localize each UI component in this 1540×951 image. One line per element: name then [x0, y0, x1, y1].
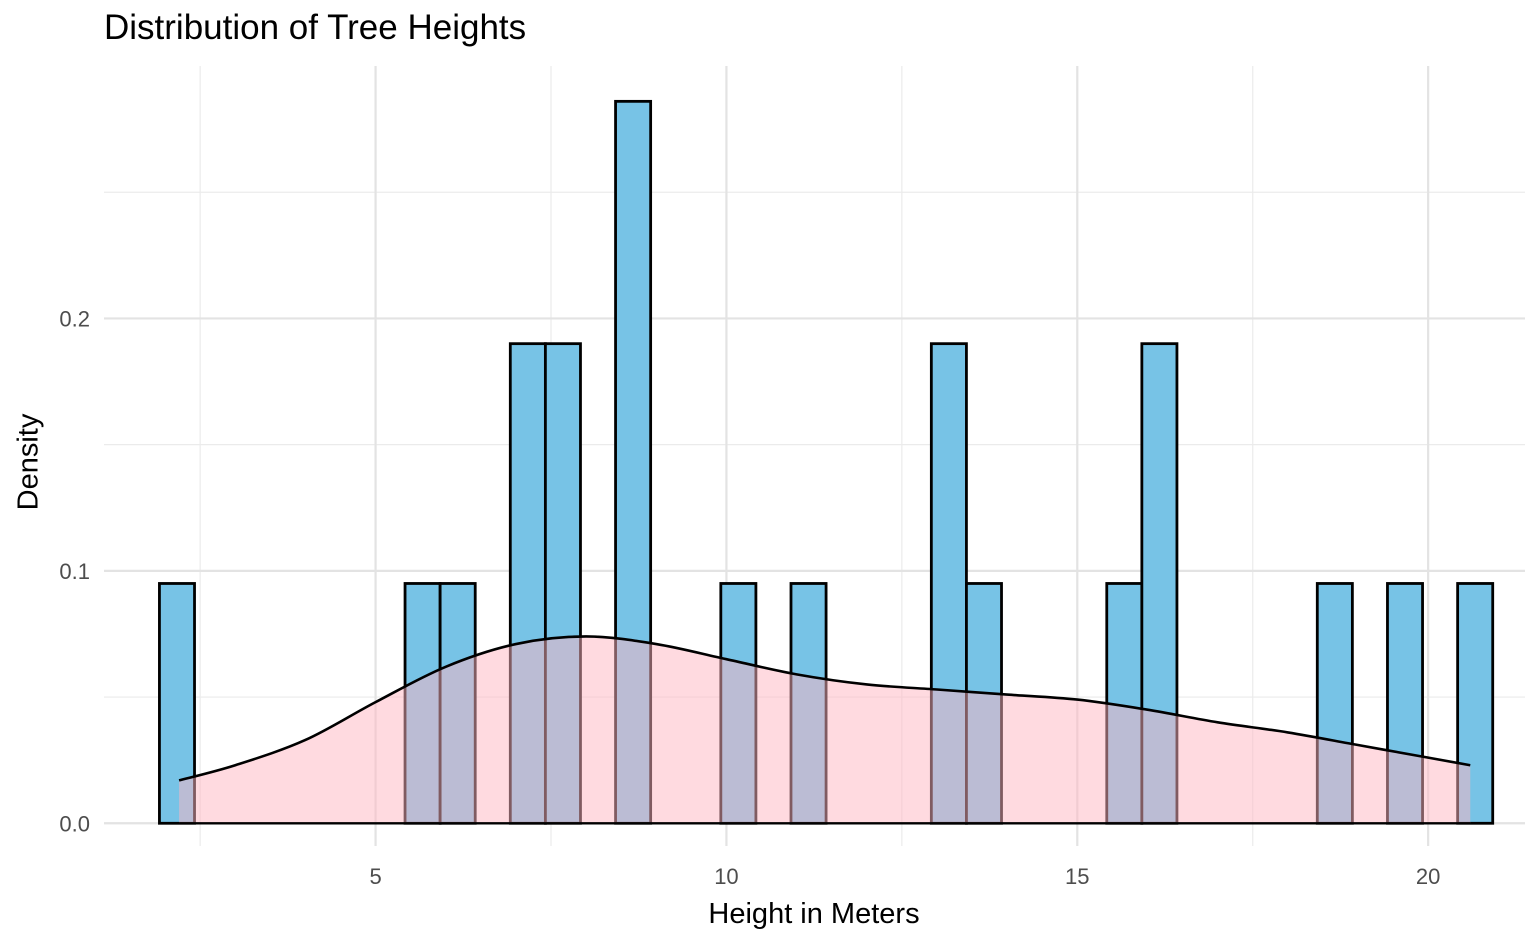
density-area: [179, 636, 1471, 824]
y-tick-label: 0.2: [59, 306, 90, 331]
x-tick-label: 15: [1065, 864, 1089, 889]
y-tick-label: 0.0: [59, 811, 90, 836]
x-tick-label: 10: [714, 864, 738, 889]
x-tick-label: 5: [369, 864, 381, 889]
x-tick-label: 20: [1416, 864, 1440, 889]
histogram-bar: [1456, 582, 1495, 825]
chart-title: Distribution of Tree Heights: [104, 8, 527, 47]
y-tick-label: 0.1: [59, 559, 90, 584]
x-axis-label: Height in Meters: [708, 898, 920, 930]
density-curve: [178, 635, 1471, 782]
